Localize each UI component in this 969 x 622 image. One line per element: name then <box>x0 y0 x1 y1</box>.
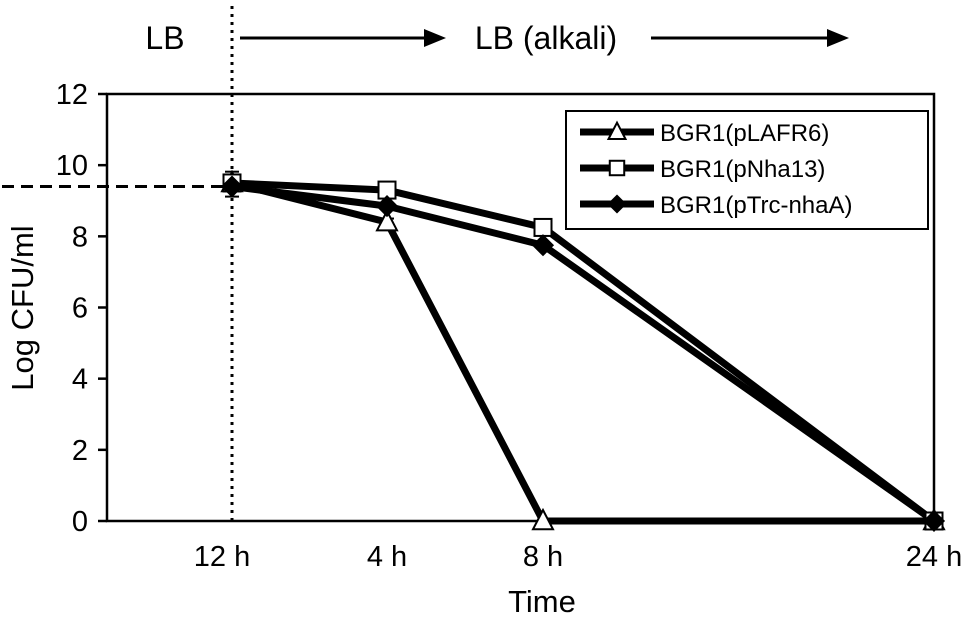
phase-label-lb: LB <box>145 20 184 56</box>
y-tick-label: 10 <box>56 150 88 182</box>
legend-entry: BGR1(pLAFR6) <box>580 120 829 147</box>
y-axis-title: Log CFU/ml <box>5 225 40 390</box>
x-tick-label: 4 h <box>367 541 407 573</box>
data-point <box>531 234 555 257</box>
y-tick-label: 12 <box>56 79 88 111</box>
x-tick-label: 8 h <box>523 541 563 573</box>
markers-BGR1(pTrc-nhaA) <box>220 175 946 533</box>
arrow-head <box>424 29 446 47</box>
data-point <box>375 208 399 232</box>
data-point <box>533 217 553 237</box>
y-tick-label: 4 <box>72 364 88 396</box>
y-tick-label: 2 <box>72 435 88 467</box>
series-BGR1(pNha13) <box>228 179 938 525</box>
data-point <box>375 195 399 218</box>
phase-arrow-1 <box>240 29 446 47</box>
data-point <box>220 175 244 198</box>
phase-annotation: LB LB (alkali) <box>145 20 849 56</box>
phase-label-alkali: LB (alkali) <box>475 20 617 56</box>
legend-entry: BGR1(pNha13) <box>580 156 825 183</box>
x-axis-title: Time <box>508 584 576 619</box>
y-tick-label: 8 <box>72 221 88 253</box>
series-BGR1(pTrc-nhaA) <box>228 183 938 525</box>
data-point <box>606 120 628 141</box>
legend-label: BGR1(pNha13) <box>660 156 825 183</box>
series-BGR1(pLAFR6) <box>228 179 938 525</box>
x-axis: 12 h 4 h 8 h 24 h <box>194 541 962 573</box>
data-point <box>531 507 555 531</box>
legend-label: BGR1(pLAFR6) <box>660 120 829 147</box>
y-tick-label: 0 <box>72 506 88 538</box>
arrow-head <box>827 29 849 47</box>
series-layer <box>220 169 946 533</box>
series-line <box>228 179 938 525</box>
series-line <box>228 179 938 525</box>
y-tick-label: 6 <box>72 293 88 325</box>
series-line <box>228 183 938 525</box>
legend: BGR1(pLAFR6) BGR1(pNha13) BGR1(pTrc-nhaA) <box>565 110 929 230</box>
x-tick-label: 24 h <box>906 541 962 573</box>
x-tick-label: 12 h <box>194 541 250 573</box>
reference-lines <box>2 6 234 521</box>
legend-entry: BGR1(pTrc-nhaA) <box>580 192 853 219</box>
phase-arrow-2 <box>651 29 849 47</box>
y-axis: 0 2 4 6 8 10 12 <box>56 79 107 538</box>
data-point <box>608 159 626 177</box>
legend-label: BGR1(pTrc-nhaA) <box>660 192 853 219</box>
data-point <box>607 194 627 214</box>
data-point <box>922 509 946 533</box>
